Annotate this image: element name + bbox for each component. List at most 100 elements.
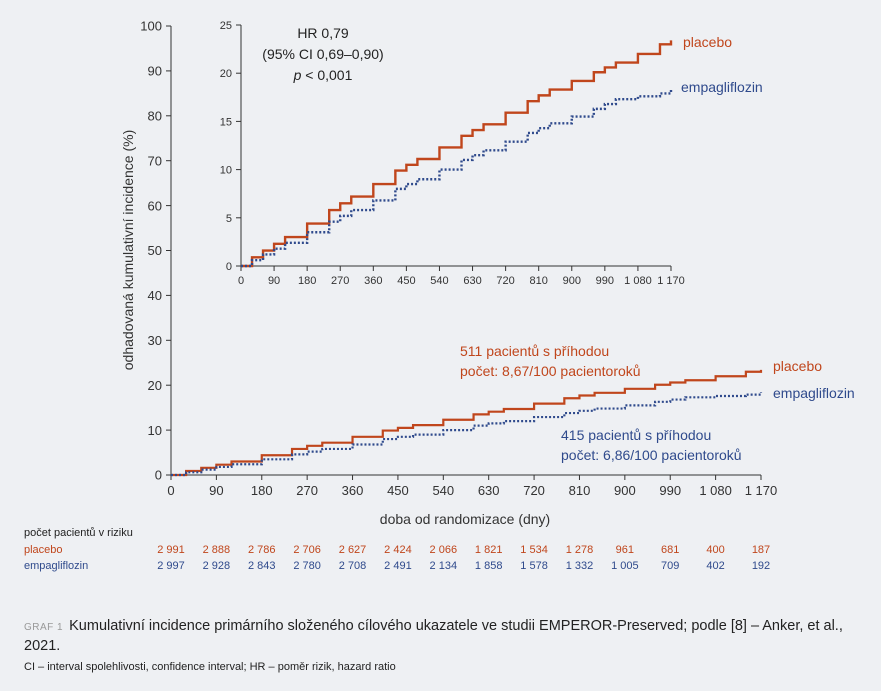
risk-value-empagliflozin: 2 997 (157, 560, 185, 572)
p-value-text: < 0,001 (301, 67, 352, 83)
main-series (171, 369, 763, 477)
risk-value-placebo: 187 (751, 544, 771, 556)
risk-value-placebo: 2 627 (338, 544, 367, 556)
inset-x-tick-label: 180 (298, 275, 316, 287)
risk-value-placebo: 2 706 (293, 544, 321, 556)
main-x-tick-label: 450 (387, 483, 409, 498)
main-x-tick-label: 270 (296, 483, 318, 498)
risk-value-empagliflozin: 2 134 (429, 560, 458, 572)
inset-x-tick-label: 270 (331, 275, 349, 287)
main-x-tick-label: 990 (659, 483, 681, 498)
inset-x-tick-label: 360 (364, 275, 382, 287)
confidence-interval: (95% CI 0,69–0,90) (262, 46, 383, 62)
risk-value-empagliflozin: 1 578 (520, 560, 548, 572)
caption-tag: GRAF 1 (24, 622, 64, 633)
inset-y-tick-label: 25 (220, 20, 232, 32)
risk-value-empagliflozin: 2 780 (293, 560, 321, 572)
empagliflozin-legend: empagliflozin (773, 385, 855, 401)
risk-value-empagliflozin: 1 005 (611, 560, 639, 572)
risk-value-empagliflozin: 192 (751, 560, 771, 572)
main-x-tick-label: 360 (342, 483, 364, 498)
inset-y-tick-label: 15 (220, 116, 232, 128)
risk-value-empagliflozin: 2 843 (248, 560, 276, 572)
risk-value-empagliflozin: 2 928 (202, 560, 231, 572)
main-y-tick-label: 80 (148, 108, 162, 123)
risk-value-placebo: 2 786 (248, 544, 276, 556)
main-x-tick-label: 810 (569, 483, 591, 498)
risk-value-empagliflozin: 402 (706, 560, 725, 572)
risk-row-label-placebo: placebo (24, 544, 63, 556)
main-axes: 0 90 180 270 360 450 540 630 720 810 900 990 1 080 1 … (140, 19, 777, 498)
main-x-tick-label: 630 (478, 483, 500, 498)
inset-y-tick-label: 0 (226, 261, 232, 273)
placebo-annotation-2: počet: 8,67/100 pacientoroků (460, 363, 641, 379)
inset-empagliflozin-legend: empagliflozin (681, 79, 763, 95)
risk-value-empagliflozin: 709 (661, 560, 680, 572)
kaplan-meier-chart: 0 90 180 270 360 450 540 630 720 810 900 990 1 080 1 … (120, 19, 855, 527)
figure-caption: GRAF 1 Kumulativní incidence primárního s… (24, 617, 864, 656)
risk-table-header: počet pacientů v riziku (24, 527, 133, 539)
empagliflozin-annotation-2: počet: 6,86/100 pacientoroků (561, 447, 742, 463)
inset-x-tick-label: 810 (530, 275, 548, 287)
main-x-tick-label: 90 (209, 483, 223, 498)
risk-value-placebo: 1 278 (565, 544, 594, 556)
footnote: CI – interval spolehlivosti, confidence … (24, 661, 396, 673)
inset-series-placebo (241, 40, 673, 268)
inset-y-tick-label: 10 (220, 165, 232, 177)
main-y-tick-label: 60 (148, 198, 162, 213)
inset-x-tick-label: 1 170 (657, 275, 685, 287)
risk-value-placebo: 2 066 (429, 544, 458, 556)
caption-text: Kumulativní incidence primárního složené… (24, 618, 843, 654)
main-x-tick-label: 540 (432, 483, 454, 498)
inset-y-tick-label: 5 (226, 213, 232, 225)
main-y-tick-label: 90 (148, 64, 162, 79)
main-x-tick-label: 0 (167, 483, 174, 498)
risk-row-label-empagliflozin: empagliflozin (24, 560, 89, 572)
placebo-annotation-1: 511 pacientů s příhodou (460, 343, 609, 359)
risk-value-empagliflozin: 2 491 (384, 560, 412, 572)
inset-series-empagliflozin (241, 88, 673, 268)
inset-axes: 0 90 180 270 360 450 540 630 720 810 900 990 1 080 1 … (220, 20, 685, 287)
risk-value-placebo: 2 424 (384, 544, 412, 556)
inset-x-tick-label: 90 (268, 275, 280, 287)
main-x-tick-label: 1 080 (699, 483, 732, 498)
main-x-tick-label: 720 (523, 483, 545, 498)
inset-x-tick-label: 0 (238, 275, 244, 287)
main-y-tick-label: 20 (148, 378, 162, 393)
main-x-tick-label: 900 (614, 483, 636, 498)
placebo-legend: placebo (773, 358, 822, 374)
inset-x-tick-label: 1 080 (624, 275, 652, 287)
inset-x-tick-label: 450 (397, 275, 415, 287)
risk-value-placebo: 1 534 (520, 544, 548, 556)
risk-value-placebo: 1 821 (474, 544, 503, 556)
risk-value-empagliflozin: 1 332 (565, 560, 594, 572)
inset-x-tick-label: 900 (563, 275, 581, 287)
risk-value-empagliflozin: 1 858 (474, 560, 503, 572)
inset-x-tick-label: 990 (596, 275, 614, 287)
risk-value-placebo: 2 991 (157, 544, 185, 556)
risk-value-placebo: 961 (615, 544, 635, 556)
main-y-tick-label: 40 (148, 288, 162, 303)
inset-placebo-legend: placebo (683, 34, 732, 50)
main-x-tick-label: 1 170 (745, 483, 778, 498)
inset-x-tick-label: 720 (496, 275, 514, 287)
hazard-ratio: HR 0,79 (297, 25, 349, 41)
y-axis-label: odhadovaná kumulativní incidence (%) (120, 130, 136, 370)
empagliflozin-annotation-1: 415 pacientů s příhodou (561, 427, 711, 443)
p-value: p < 0,001 (293, 67, 353, 83)
main-y-tick-label: 50 (148, 243, 162, 258)
risk-value-empagliflozin: 2 708 (338, 560, 367, 572)
main-y-tick-label: 0 (155, 468, 162, 483)
main-series-empagliflozin (171, 392, 763, 477)
risk-table: počet pacientů v riziku placebo empaglif… (0, 527, 881, 587)
inset-y-tick-label: 20 (220, 68, 232, 80)
inset-series (241, 40, 673, 268)
p-value-symbol: p (293, 67, 302, 83)
main-y-tick-label: 100 (140, 19, 162, 34)
risk-value-placebo: 681 (661, 544, 680, 556)
main-x-tick-label: 180 (251, 483, 273, 498)
main-y-tick-label: 10 (148, 423, 162, 438)
main-y-tick-label: 30 (148, 333, 162, 348)
risk-value-placebo: 2 888 (202, 544, 231, 556)
x-axis-label: doba od randomizace (dny) (380, 511, 550, 527)
